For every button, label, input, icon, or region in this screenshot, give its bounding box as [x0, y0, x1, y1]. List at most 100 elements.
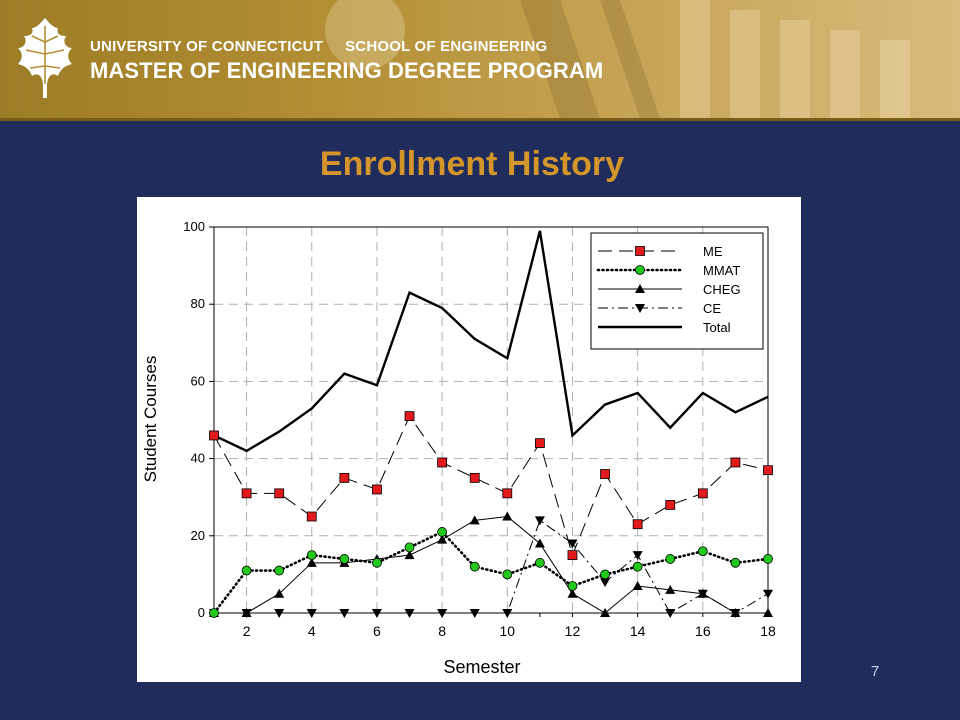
data-point-me: [632, 519, 643, 530]
x-tick-label: 18: [760, 623, 776, 639]
data-point-ce: [274, 609, 285, 618]
series-line-mmat: [212, 530, 770, 615]
x-tick-label: 14: [630, 623, 646, 639]
legend: ME MMAT CHEG CE Total: [590, 232, 764, 350]
legend-label-me: ME: [703, 244, 723, 259]
data-point-mmat: [404, 542, 415, 553]
data-point-ce: [534, 516, 545, 526]
data-point-me: [730, 457, 741, 468]
series-me: [209, 411, 773, 561]
series-line-cheg: [214, 515, 768, 614]
grid-layer: [214, 226, 769, 614]
data-point-cheg: [469, 515, 480, 525]
data-point-mmat: [697, 546, 708, 557]
data-point-me: [469, 472, 480, 483]
oak-leaf-icon: [18, 18, 72, 98]
page-number: 7: [870, 663, 880, 680]
y-axis-label: Student Courses: [141, 356, 160, 483]
axis-layer: 0 20 40 60 80 100 2 4 6 8 10 12 14 16 18: [183, 219, 776, 639]
legend-label-ce: CE: [703, 301, 721, 316]
data-point-mmat: [534, 557, 545, 568]
data-point-ce: [502, 609, 513, 618]
series-line-me: [213, 415, 769, 557]
x-axis-label: Semester: [443, 657, 520, 677]
enrollment-chart: 0 20 40 60 80 100 2 4 6 8 10 12 14 16 18 Semester Stud…: [141, 219, 776, 677]
data-point-me: [209, 430, 219, 441]
data-point-ce: [730, 609, 741, 618]
y-tick-label: 80: [191, 296, 205, 311]
data-point-me: [697, 488, 708, 499]
series-layer: [209, 230, 773, 618]
series-total: [213, 230, 769, 453]
data-point-me: [437, 457, 448, 468]
data-point-cheg: [632, 580, 643, 590]
data-point-mmat: [209, 608, 219, 618]
data-point-mmat: [469, 561, 480, 572]
data-point-me: [534, 438, 545, 449]
data-point-cheg: [534, 538, 545, 548]
legend-label-mmat: MMAT: [703, 263, 740, 278]
data-point-ce: [371, 609, 382, 618]
data-point-me: [600, 469, 610, 479]
data-point-mmat: [437, 527, 448, 537]
legend-marker-ce: [635, 304, 645, 313]
data-point-mmat: [274, 565, 285, 576]
series-cheg: [209, 511, 773, 617]
data-point-mmat: [730, 557, 741, 568]
data-point-mmat: [241, 565, 252, 576]
program-title: MASTER OF ENGINEERING DEGREE PROGRAM: [90, 58, 604, 83]
data-point-me: [241, 488, 252, 499]
plot-frame: [213, 226, 769, 614]
data-point-mmat: [502, 569, 513, 580]
data-point-mmat: [632, 561, 643, 572]
slide-title: Enrollment History: [319, 145, 625, 183]
data-point-mmat: [567, 581, 578, 591]
data-point-cheg: [600, 608, 611, 617]
data-point-cheg: [437, 534, 448, 544]
data-point-mmat: [372, 557, 382, 568]
data-point-cheg: [502, 511, 513, 521]
data-point-mmat: [600, 569, 610, 580]
x-tick-label: 8: [438, 623, 446, 639]
data-point-ce: [600, 578, 611, 588]
data-point-ce: [632, 551, 643, 561]
data-point-me: [306, 511, 317, 522]
x-tick-label: 4: [308, 623, 316, 639]
legend-marker-mmat: [635, 265, 645, 275]
y-tick-label: 0: [198, 605, 205, 620]
data-point-cheg: [763, 608, 773, 617]
data-point-cheg: [404, 550, 415, 560]
data-point-ce: [241, 609, 252, 618]
data-point-ce: [339, 609, 350, 618]
data-point-ce: [665, 609, 676, 618]
x-tick-label: 6: [373, 623, 381, 639]
data-point-ce: [469, 609, 480, 618]
legend-box: [590, 232, 764, 350]
data-point-ce: [437, 609, 448, 618]
data-point-me: [339, 472, 350, 483]
header-banner: UNIVERSITY OF CONNECTICUT SCHOOL OF ENGIN…: [0, 0, 960, 121]
school-name: SCHOOL OF ENGINEERING: [345, 38, 548, 55]
data-point-ce: [306, 609, 317, 618]
chart-panel: 0 20 40 60 80 100 2 4 6 8 10 12 14 16 18 Semester Stud…: [137, 197, 801, 682]
x-tick-label: 12: [565, 623, 581, 639]
data-point-me: [372, 484, 382, 495]
series-line-total: [213, 230, 769, 453]
series-line-ce: [214, 519, 769, 614]
data-point-cheg: [665, 584, 676, 594]
series-ce: [209, 516, 773, 618]
series-mmat: [209, 527, 773, 618]
data-point-ce: [567, 539, 578, 549]
data-point-mmat: [306, 550, 317, 561]
banner-background-art: [325, 0, 910, 118]
data-point-me: [567, 550, 578, 561]
data-point-mmat: [339, 554, 350, 564]
legend-marker-cheg: [635, 284, 645, 293]
x-tick-label: 10: [500, 623, 516, 639]
y-tick-label: 100: [183, 219, 205, 234]
legend-label-cheg: CHEG: [703, 282, 741, 297]
data-point-me: [665, 500, 676, 510]
data-point-mmat: [763, 554, 773, 564]
y-tick-label: 60: [191, 373, 205, 388]
data-point-ce: [697, 589, 708, 599]
